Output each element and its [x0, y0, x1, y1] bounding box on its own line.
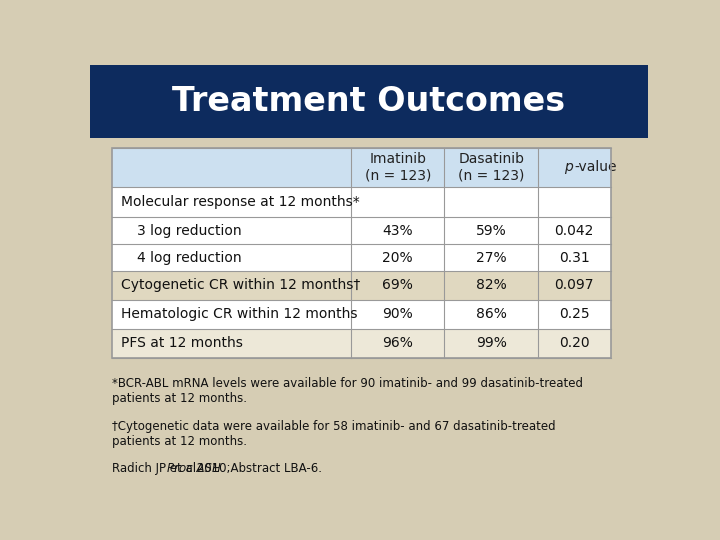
Text: 0.097: 0.097 [554, 279, 594, 293]
Text: 59%: 59% [476, 224, 507, 238]
Text: Cytogenetic CR within 12 months†: Cytogenetic CR within 12 months† [121, 279, 360, 293]
Bar [444, 218, 538, 244]
Bar [444, 329, 538, 358]
Bar [444, 187, 538, 218]
Bar [112, 300, 351, 329]
Text: Radich JP et al.: Radich JP et al. [112, 462, 204, 475]
Text: Dasatinib
(n = 123): Dasatinib (n = 123) [458, 152, 524, 183]
Bar [351, 218, 444, 244]
Text: †Cytogenetic data were available for 58 imatinib- and 67 dasatinib-treated
patie: †Cytogenetic data were available for 58 … [112, 420, 556, 448]
Text: 0.20: 0.20 [559, 336, 590, 350]
Text: 2010;Abstract LBA-6.: 2010;Abstract LBA-6. [193, 462, 323, 475]
Text: 43%: 43% [382, 224, 413, 238]
Bar [444, 148, 538, 187]
Bar [351, 187, 444, 218]
Bar [538, 329, 611, 358]
Text: Molecular response at 12 months*: Molecular response at 12 months* [121, 195, 359, 209]
Text: Hematologic CR within 12 months: Hematologic CR within 12 months [121, 307, 357, 321]
Bar [112, 244, 351, 271]
Bar [90, 65, 648, 138]
Text: 4 log reduction: 4 log reduction [138, 251, 242, 265]
Bar [444, 300, 538, 329]
Bar [112, 329, 351, 358]
Bar [112, 271, 351, 300]
Text: Proc ASH: Proc ASH [167, 462, 221, 475]
Bar [538, 244, 611, 271]
Text: 27%: 27% [476, 251, 506, 265]
Bar [444, 271, 538, 300]
Text: PFS at 12 months: PFS at 12 months [121, 336, 243, 350]
Bar [538, 271, 611, 300]
Bar [112, 187, 351, 218]
Text: Treatment Outcomes: Treatment Outcomes [172, 85, 566, 118]
Text: Imatinib
(n = 123): Imatinib (n = 123) [364, 152, 431, 183]
Bar [538, 187, 611, 218]
Bar [538, 300, 611, 329]
Bar [351, 244, 444, 271]
Text: 86%: 86% [476, 307, 507, 321]
Text: 3 log reduction: 3 log reduction [138, 224, 242, 238]
Text: 0.042: 0.042 [554, 224, 594, 238]
Bar [351, 329, 444, 358]
Bar [538, 218, 611, 244]
Text: 90%: 90% [382, 307, 413, 321]
Text: 82%: 82% [476, 279, 507, 293]
Text: 0.31: 0.31 [559, 251, 590, 265]
Bar [538, 148, 611, 187]
Bar [112, 148, 611, 358]
Text: 20%: 20% [382, 251, 413, 265]
Text: 0.25: 0.25 [559, 307, 590, 321]
Text: *BCR-ABL mRNA levels were available for 90 imatinib- and 99 dasatinib-treated
pa: *BCR-ABL mRNA levels were available for … [112, 377, 583, 404]
Bar [112, 148, 351, 187]
Text: -value: -value [574, 160, 616, 174]
Bar [351, 148, 444, 187]
Text: 96%: 96% [382, 336, 413, 350]
Text: 99%: 99% [476, 336, 507, 350]
Bar [351, 271, 444, 300]
Bar [444, 244, 538, 271]
Bar [112, 218, 351, 244]
Bar [351, 300, 444, 329]
Text: p: p [564, 160, 573, 174]
Text: 69%: 69% [382, 279, 413, 293]
